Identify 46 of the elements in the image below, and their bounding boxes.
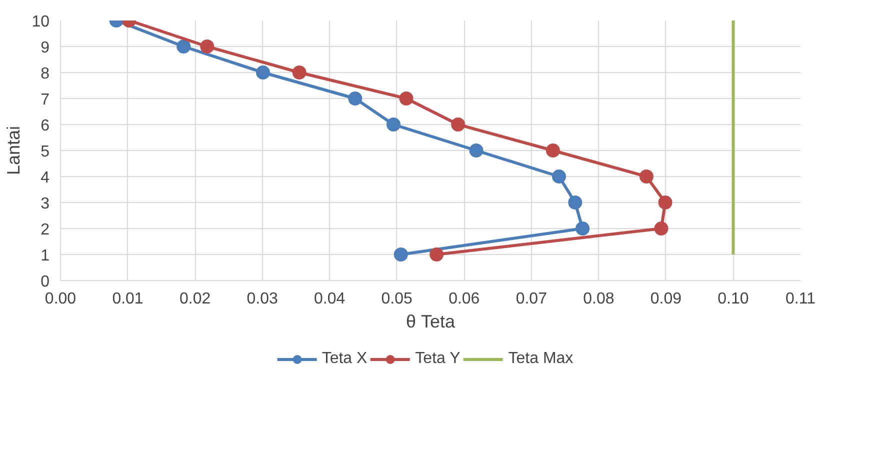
point xyxy=(399,92,414,106)
point xyxy=(576,222,590,236)
point xyxy=(552,170,566,184)
legend-label: Teta Max xyxy=(508,350,574,368)
point xyxy=(430,248,444,262)
y-axis-title: Lantai xyxy=(4,126,24,176)
x-tick-label: 0.07 xyxy=(516,290,548,308)
point xyxy=(256,66,270,80)
point xyxy=(292,66,306,80)
point xyxy=(654,222,668,236)
y-tick-label: 3 xyxy=(40,196,50,212)
point xyxy=(200,40,214,54)
point xyxy=(546,144,560,158)
point xyxy=(386,118,400,132)
x-tick-label: 0.11 xyxy=(786,290,816,308)
y-tick-label: 4 xyxy=(40,170,50,186)
x-tick-label: 0.06 xyxy=(448,290,480,308)
point xyxy=(568,196,582,210)
x-tick-label: 0.00 xyxy=(44,290,76,308)
y-tick-label: 5 xyxy=(40,144,50,160)
x-tick-label: 0.01 xyxy=(112,290,144,308)
point xyxy=(348,92,362,106)
point xyxy=(451,118,466,132)
x-tick-label: 0.05 xyxy=(381,290,413,308)
y-tick-label: 6 xyxy=(40,118,50,134)
point xyxy=(176,40,191,54)
point xyxy=(639,170,654,184)
x-tick-label: 0.10 xyxy=(718,290,749,308)
y-tick-label: 1 xyxy=(40,248,50,264)
legend-label: Teta X xyxy=(322,350,368,368)
point xyxy=(469,144,484,158)
x-tick-label: 0.03 xyxy=(246,290,278,308)
y-tick-label: 9 xyxy=(40,40,50,56)
y-tick-label: 8 xyxy=(40,66,50,82)
y-tick-label: 7 xyxy=(40,92,50,108)
x-tick-label: 0.09 xyxy=(650,290,682,308)
legend-label: Teta Y xyxy=(415,350,460,368)
x-tick-label: 0.08 xyxy=(583,290,614,308)
y-tick-label: 0 xyxy=(40,274,50,290)
point xyxy=(394,248,408,262)
x-tick-label: 0.04 xyxy=(314,290,346,308)
y-tick-label: 2 xyxy=(40,222,50,238)
x-tick-label: 0.02 xyxy=(179,290,211,308)
point xyxy=(658,196,672,210)
x-axis-title: θ Teta xyxy=(406,312,456,332)
y-tick-label: 10 xyxy=(32,14,50,30)
